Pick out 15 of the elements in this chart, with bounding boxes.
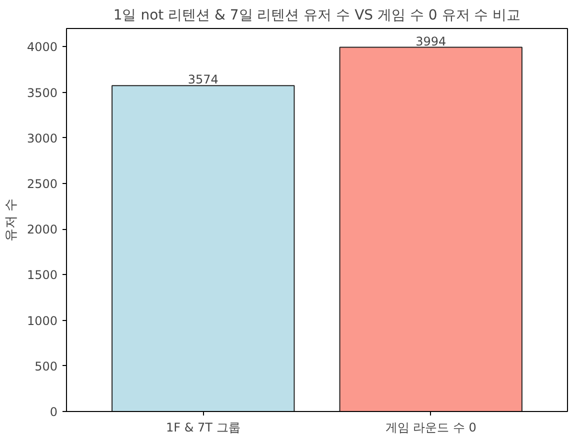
- y-tick-label: 2000: [26, 222, 58, 237]
- y-tick-label: 500: [34, 359, 58, 374]
- y-tick-label: 3500: [26, 86, 58, 100]
- y-tick-label: 1500: [26, 268, 58, 282]
- data-label: 3994: [416, 34, 446, 48]
- y-tick-label: 0: [50, 405, 58, 419]
- y-tick-label: 3000: [26, 131, 58, 146]
- y-axis-title: 유저 수: [4, 198, 19, 242]
- y-tick-label: 2500: [26, 177, 58, 192]
- data-label: 3574: [188, 72, 218, 87]
- chart-title: 1일 not 리텐션 & 7일 리텐션 유저 수 VS 게임 수 0 유저 수 비교: [113, 8, 521, 24]
- y-tick-label: 1000: [26, 314, 58, 328]
- y-tick-label: 4000: [26, 40, 58, 54]
- x-tick-label: 1F & 7T 그룹: [166, 420, 240, 434]
- x-tick-label: 게임 라운드 수 0: [385, 420, 476, 434]
